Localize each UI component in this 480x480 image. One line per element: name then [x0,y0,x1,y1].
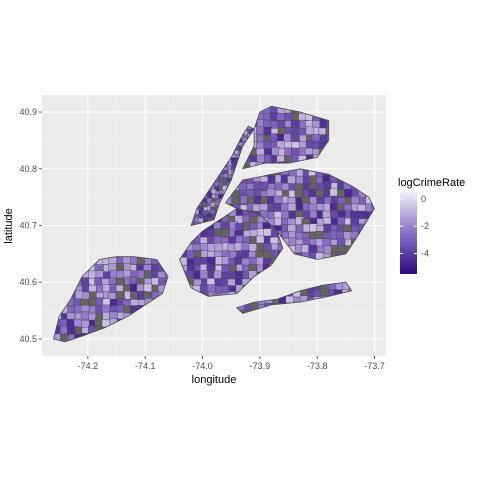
tract-cell [255,126,265,135]
tract-cell [263,228,272,237]
x-tick-label: -73.8 [307,361,328,371]
region-outline [53,256,169,343]
tract-cell [199,284,209,293]
tract-cell [253,181,263,191]
x-tick-label: -74.1 [135,361,156,371]
tract-cell [53,333,61,342]
tract-cell [186,250,195,259]
tract-cell [287,175,296,185]
tract-cell [309,209,319,219]
tract-cell [280,202,290,212]
tract-cell [371,203,375,213]
tract-cell [231,196,240,206]
y-axis-title: latitude [3,208,15,243]
legend-colorbar [400,192,417,274]
legend-tick-label: -2 [421,221,429,231]
tract-cell [295,175,305,185]
tract-cell [329,188,339,198]
x-tick-label: -73.9 [250,361,271,371]
region-outline [190,125,255,227]
y-tick-label: 40.8 [19,164,37,174]
tract-cell [256,235,265,245]
x-axis: -74.2 -74.1 -74.0 -73.9 -73.8 -73.7 [78,356,385,371]
tract-cell [305,140,315,149]
legend-tick-label: 0 [421,194,426,204]
tract-cell [241,242,250,251]
x-tick-label: -73.7 [364,361,385,371]
tract-cell [337,216,346,226]
region-outline [236,281,353,314]
tract-cell [351,196,360,205]
y-tick-label: 40.6 [19,277,37,287]
x-axis-title: longitude [192,374,237,386]
tract-cell [284,112,293,122]
tract-cell [199,270,209,279]
tract-cell [308,244,317,254]
x-tick-label: -74.2 [78,361,99,371]
legend: logCrimeRate 0 -2 -4 [398,177,465,274]
tract-cell [273,195,283,205]
tract-cell [94,276,103,286]
tract-cell [213,270,223,280]
tract-cell [220,228,229,238]
legend-ticks: 0 -2 -4 [400,194,429,259]
tract-cell [206,284,216,293]
y-tick-label: 40.5 [19,334,37,344]
tract-cell [287,202,297,212]
tract-cell [322,238,331,248]
region-outline [241,105,330,170]
legend-tick-label: -4 [421,249,429,259]
tract-cell [315,231,324,240]
tract-cell [277,120,287,129]
tract-cell [256,242,265,252]
tract-cell [101,304,111,314]
tract-cell [294,189,304,198]
tract-cell [273,202,282,212]
tract-cell [263,250,272,259]
tract-cell [88,298,98,307]
region-outline [224,168,375,260]
tract-cell [327,133,329,143]
tract-cell [234,256,243,266]
tract-cell [266,188,276,198]
y-axis: 40.5 40.6 40.7 40.8 40.9 [19,107,42,344]
tract-cell [305,126,315,136]
tract-cell [67,325,76,335]
tract-cell [214,242,224,252]
tract-cell [315,189,324,198]
y-tick-label: 40.9 [19,107,37,117]
tract-cell [263,140,272,149]
y-tick-label: 40.7 [19,221,37,231]
tract-cell [143,283,153,293]
tract-cell [213,292,223,297]
tract-cell [290,133,300,143]
tract-cell [325,126,329,135]
tract-cell [206,263,216,272]
tract-cell [80,311,90,321]
region-outline [179,208,284,297]
legend-title: logCrimeRate [398,177,465,189]
tract-cell [326,120,329,129]
x-tick-label: -74.0 [192,361,213,371]
tract-cell [115,290,124,300]
